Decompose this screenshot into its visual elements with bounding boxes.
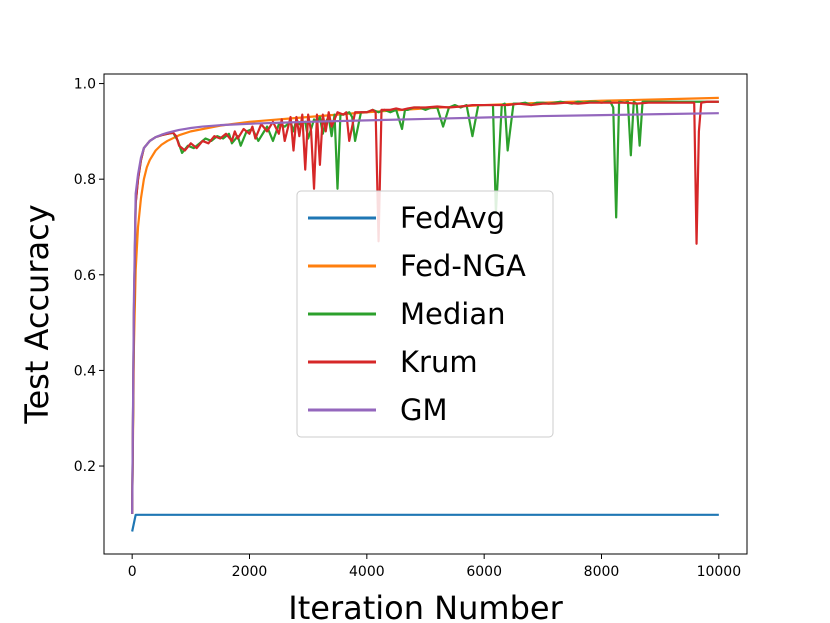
x-tick-label: 4000 (349, 564, 385, 580)
y-tick-label: 0.4 (74, 363, 96, 379)
series-line-krum (131, 100, 719, 514)
series-line-gm (131, 112, 719, 514)
legend-label-fedavg: FedAvg (400, 201, 505, 235)
series-line-fedavg (131, 513, 719, 532)
y-ticks: 0.2 0.4 0.6 0.8 1.0 (74, 77, 104, 475)
legend-items: FedAvg Fed-NGA Median Krum GM (308, 201, 526, 427)
y-tick-label: 0.2 (74, 459, 96, 475)
series-layer (131, 96, 719, 532)
y-tick-label: 1.0 (74, 77, 96, 93)
legend: FedAvg Fed-NGA Median Krum GM (296, 190, 554, 438)
y-tick-label: 0.6 (74, 268, 96, 284)
y-tick-label: 0.8 (74, 172, 96, 188)
x-tick-label: 10000 (697, 564, 742, 580)
x-ticks: 0 2000 4000 6000 8000 10000 (128, 554, 741, 580)
x-tick-label: 2000 (232, 564, 268, 580)
y-axis-title: Test Accuracy (18, 204, 56, 424)
legend-label-gm: GM (400, 393, 448, 427)
legend-label-krum: Krum (400, 345, 478, 379)
plot-frame (103, 73, 748, 555)
x-tick-label: 8000 (584, 564, 620, 580)
legend-label-fed-nga: Fed-NGA (400, 249, 526, 283)
x-tick-label: 0 (128, 564, 137, 580)
legend-label-median: Median (400, 297, 505, 331)
x-tick-label: 6000 (466, 564, 502, 580)
legend-box (296, 190, 554, 438)
x-axis-title: Iteration Number (288, 589, 563, 623)
